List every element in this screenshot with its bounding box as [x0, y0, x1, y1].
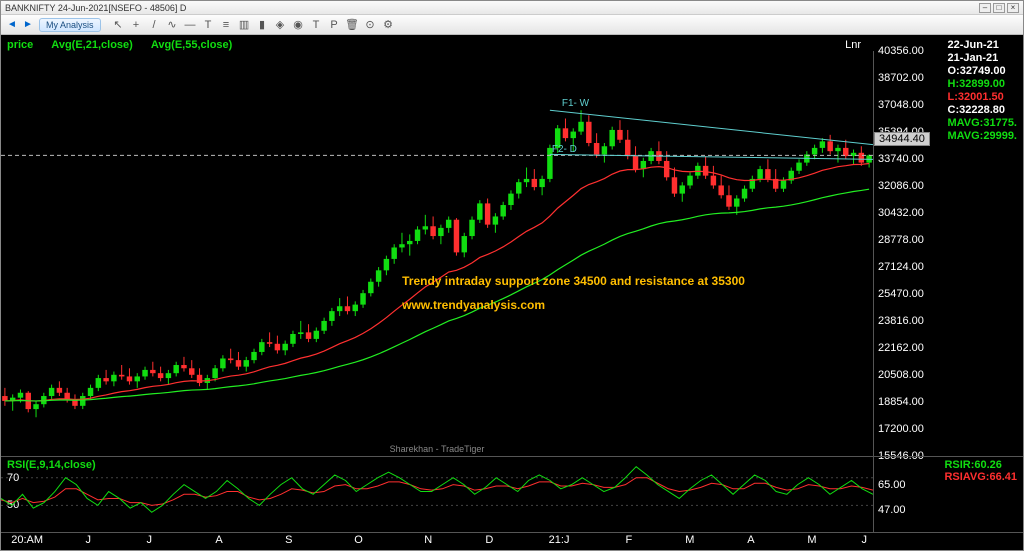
line-icon[interactable]: / — [147, 17, 162, 32]
toolbar: ◄ ► My Analysis ↖ + / ∿ — T ≡ ▥ ▮ ◈ ◉ T … — [1, 15, 1023, 35]
legend-avg55: Avg(E,55,close) — [151, 39, 233, 51]
rsi-svg — [1, 457, 873, 533]
fib-icon[interactable]: ≡ — [219, 17, 234, 32]
main-chart-area[interactable]: price Avg(E,21,close) Avg(E,55,close) Ln… — [1, 35, 1023, 456]
gear-icon[interactable]: ⚙ — [381, 17, 396, 32]
window-titlebar: BANKNIFTY 24-Jun-2021[NSEFO - 48506] D –… — [1, 1, 1023, 15]
bars-icon[interactable]: ▮ — [255, 17, 270, 32]
price-legend: price Avg(E,21,close) Avg(E,55,close) — [7, 39, 232, 51]
p-icon[interactable]: P — [327, 17, 342, 32]
my-analysis-button[interactable]: My Analysis — [39, 18, 101, 32]
toolbar-icons: ↖ + / ∿ — T ≡ ▥ ▮ ◈ ◉ T P 🗑 ⊙ ⚙ — [111, 17, 396, 32]
minimize-button[interactable]: – — [979, 3, 991, 13]
legend-price: price — [7, 39, 33, 51]
price-svg: F1- W F2- D — [1, 51, 873, 472]
trash-icon[interactable]: 🗑 — [345, 17, 360, 32]
svg-text:F2- D: F2- D — [552, 144, 577, 155]
horiz-line-icon[interactable]: — — [183, 17, 198, 32]
annotation-text-2: www.trendyanalysis.com — [402, 298, 545, 312]
legend-avg21: Avg(E,21,close) — [51, 39, 133, 51]
rsi-panel[interactable]: RSI(E,9,14,close) RSIR:60.26 RSIAVG:66.4… — [1, 456, 1023, 532]
close-button[interactable]: × — [1007, 3, 1019, 13]
cursor-icon[interactable]: ↖ — [111, 17, 126, 32]
trend-icon[interactable]: ∿ — [165, 17, 180, 32]
camera-icon[interactable]: ◉ — [291, 17, 306, 32]
cube-icon[interactable]: ◈ — [273, 17, 288, 32]
text-icon[interactable]: T — [201, 17, 216, 32]
svg-text:F1- W: F1- W — [562, 98, 590, 109]
rsi-y-axis: 65.0047.00 — [873, 457, 1023, 532]
annotation-text-1: Trendy intraday support zone 34500 and r… — [402, 274, 745, 288]
lnr-label: Lnr — [845, 39, 861, 51]
clock-icon[interactable]: ⊙ — [363, 17, 378, 32]
crosshair-icon[interactable]: + — [129, 17, 144, 32]
t-icon[interactable]: T — [309, 17, 324, 32]
price-plot[interactable]: F1- W F2- D Trendy intraday support zone … — [1, 51, 873, 456]
x-axis: 20:AMJJASOND21:JFMAMJ — [1, 532, 1023, 550]
back-icon[interactable]: ◄ — [5, 18, 19, 32]
forward-icon[interactable]: ► — [21, 18, 35, 32]
price-y-axis: 40356.0038702.0037048.0035394.0033740.00… — [873, 51, 1023, 456]
maximize-button[interactable]: □ — [993, 3, 1005, 13]
window-title: BANKNIFTY 24-Jun-2021[NSEFO - 48506] D — [5, 3, 186, 13]
watermark: Sharekhan - TradeTiger — [390, 444, 485, 454]
chart-icon[interactable]: ▥ — [237, 17, 252, 32]
